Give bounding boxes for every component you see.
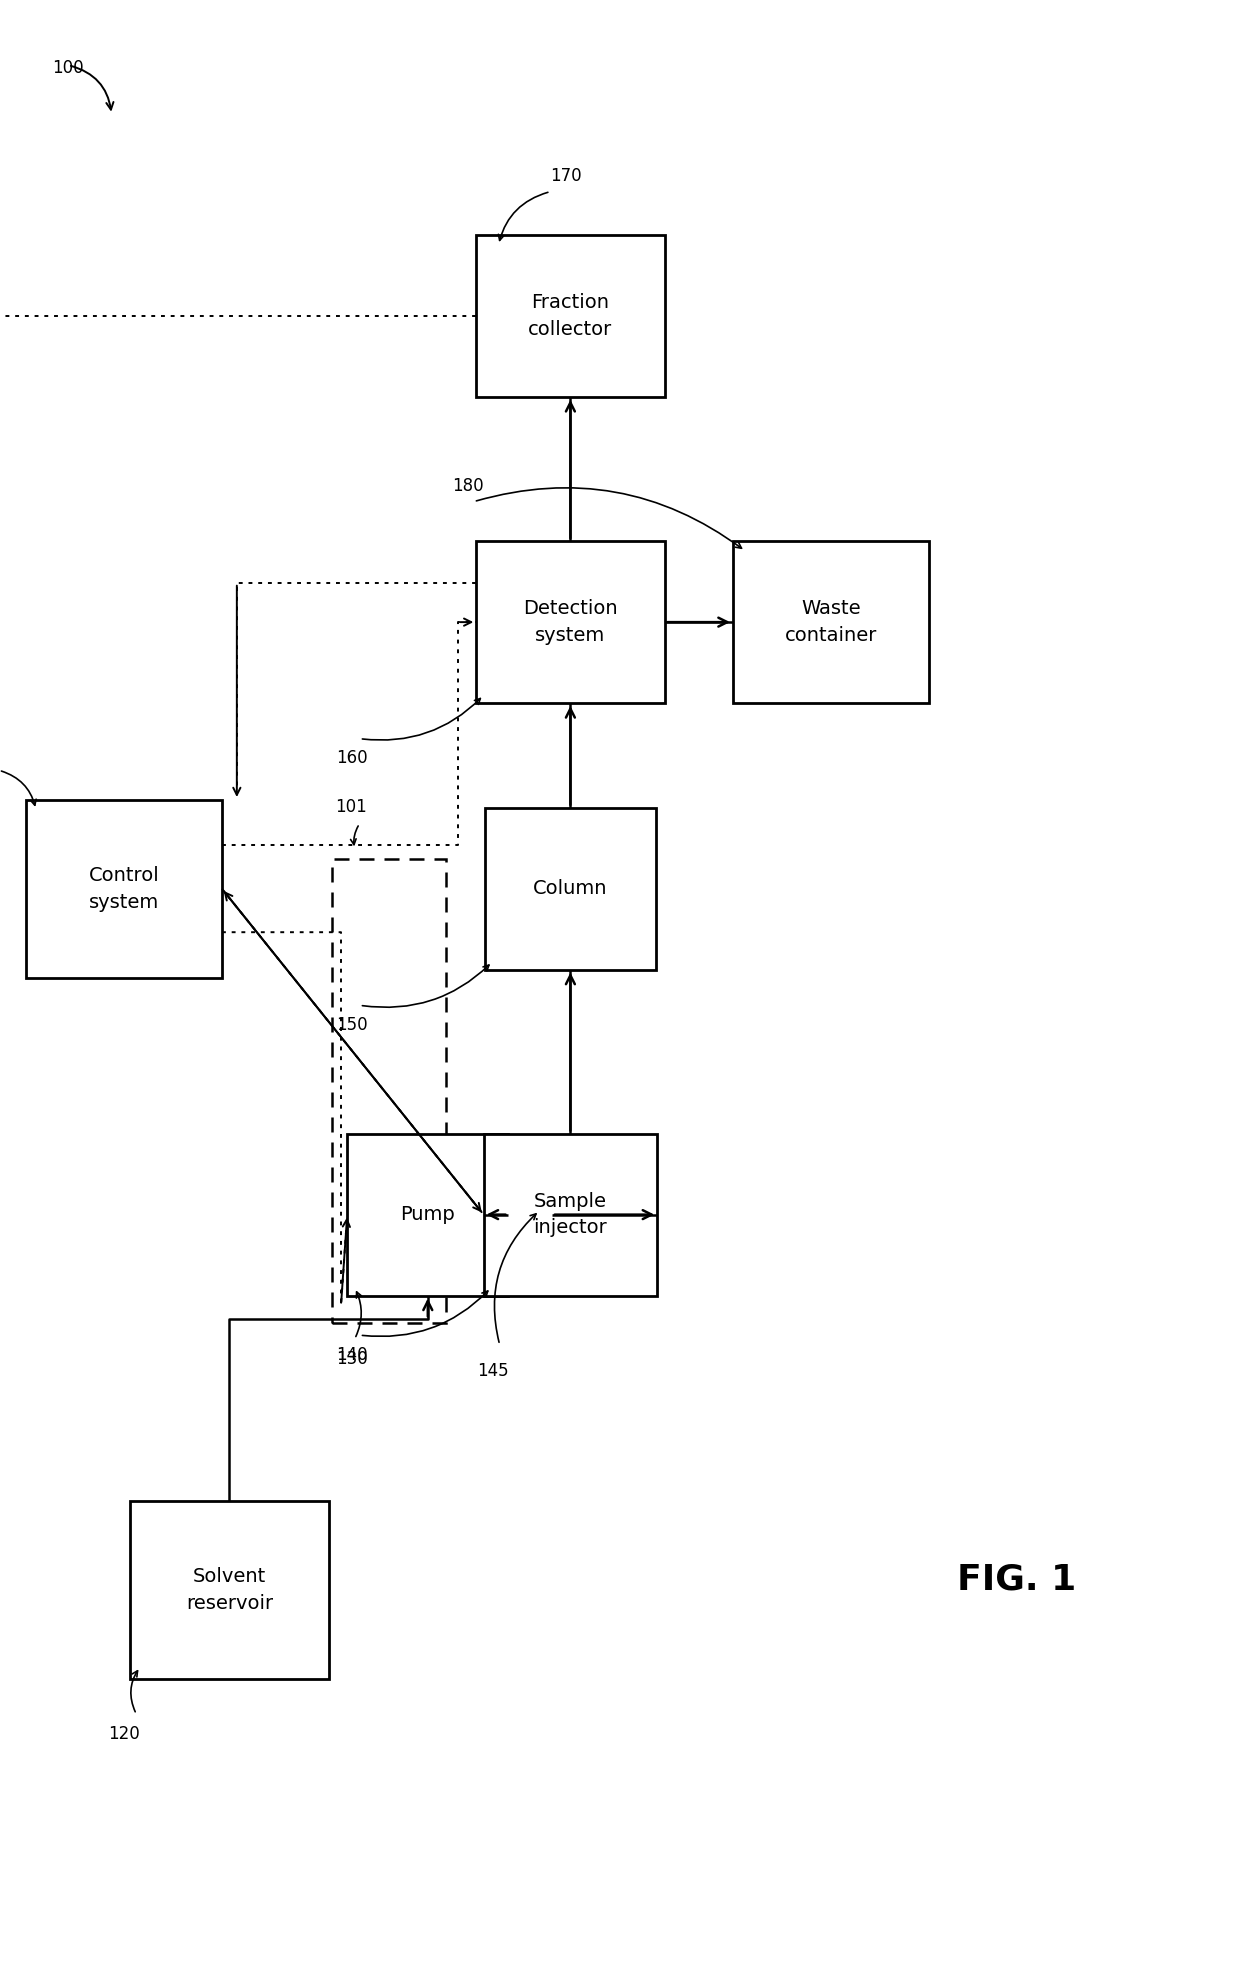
Text: Pump: Pump: [401, 1205, 455, 1224]
Text: Control
system: Control system: [88, 865, 160, 912]
Text: 145: 145: [477, 1361, 510, 1381]
Bar: [347, 1134, 508, 1296]
Bar: [476, 235, 665, 397]
Text: Detection
system: Detection system: [523, 598, 618, 646]
Text: 120: 120: [108, 1724, 140, 1744]
Bar: [484, 1134, 657, 1296]
Text: 150: 150: [336, 1015, 368, 1035]
Text: FIG. 1: FIG. 1: [957, 1562, 1076, 1598]
Text: 140: 140: [336, 1345, 368, 1365]
Bar: [332, 859, 446, 1323]
Bar: [26, 800, 222, 978]
Text: 180: 180: [453, 476, 485, 496]
Text: Waste
container: Waste container: [785, 598, 877, 646]
Text: Fraction
collector: Fraction collector: [528, 292, 613, 340]
Bar: [733, 541, 929, 703]
Text: 101: 101: [335, 798, 367, 816]
Text: Sample
injector: Sample injector: [533, 1191, 608, 1238]
Text: 170: 170: [551, 166, 583, 186]
Text: 100: 100: [52, 59, 84, 77]
Text: 160: 160: [336, 749, 368, 768]
Bar: [476, 541, 665, 703]
Bar: [130, 1501, 329, 1679]
Text: Solvent
reservoir: Solvent reservoir: [186, 1566, 273, 1614]
Bar: [485, 808, 656, 970]
Text: Column: Column: [533, 879, 608, 899]
Text: 130: 130: [336, 1349, 368, 1369]
